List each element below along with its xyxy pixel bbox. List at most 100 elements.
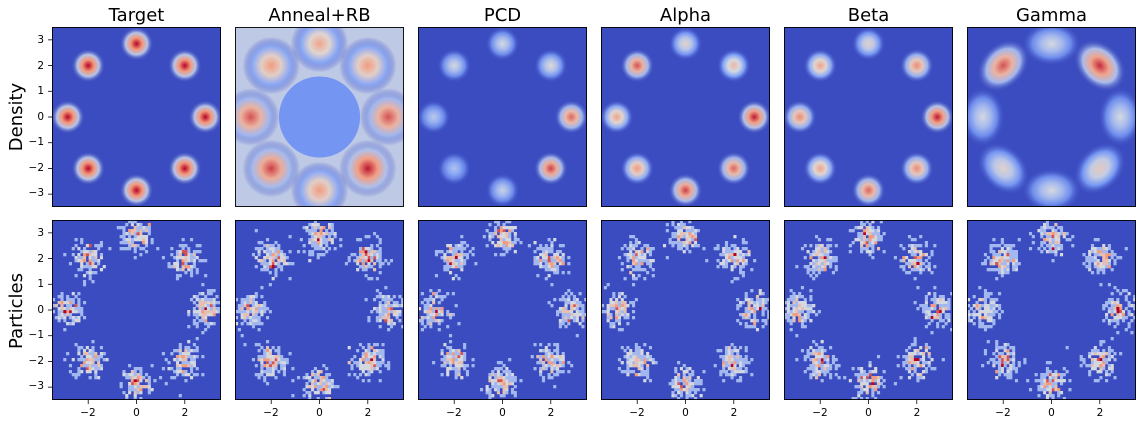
- particle-bin: [395, 316, 399, 320]
- particle-bin: [429, 304, 433, 308]
- particle-bin: [63, 358, 67, 362]
- particle-bin: [88, 253, 92, 257]
- particle-bin: [629, 265, 633, 269]
- particle-bin: [1110, 349, 1114, 353]
- y-tick-label: 0: [37, 111, 44, 123]
- particle-bin: [916, 349, 920, 353]
- particle-bin: [936, 316, 940, 320]
- particle-bin: [494, 253, 498, 257]
- particle-bin: [992, 256, 996, 260]
- particle-bin: [508, 235, 512, 239]
- particle-bin: [629, 301, 633, 305]
- particle-bin: [139, 397, 143, 400]
- particle-bin: [1082, 361, 1086, 365]
- particle-bin: [246, 304, 250, 308]
- particle-bin: [184, 265, 188, 269]
- particle-bin: [63, 253, 67, 257]
- particle-bin: [505, 244, 509, 248]
- particle-bin: [370, 247, 374, 251]
- particle-bin: [995, 370, 999, 374]
- particle-bin: [798, 295, 802, 299]
- particle-bin: [640, 352, 644, 356]
- particle-bin: [277, 355, 281, 359]
- particle-bin: [677, 388, 681, 392]
- particle-bin: [581, 304, 585, 308]
- particle-bin: [1057, 391, 1061, 395]
- particle-bin: [505, 238, 509, 242]
- particle-bin: [71, 301, 75, 305]
- particle-bin: [989, 307, 993, 311]
- particle-bin: [206, 322, 211, 326]
- particle-bin: [130, 385, 134, 389]
- particle-bin: [544, 262, 548, 266]
- particle-bin: [550, 304, 554, 308]
- density-mode: [1021, 168, 1082, 207]
- particle-bin: [972, 304, 976, 308]
- particle-bin: [161, 352, 165, 356]
- particle-bin: [823, 364, 827, 368]
- particle-bin: [319, 370, 323, 374]
- particle-bin: [1003, 244, 1007, 248]
- particle-bin: [206, 298, 211, 302]
- particle-bin: [327, 223, 332, 227]
- particle-bin: [905, 349, 909, 353]
- particle-bin: [1012, 265, 1016, 269]
- particle-bin: [178, 256, 182, 260]
- particle-bin: [451, 352, 455, 356]
- density-mode: [437, 48, 472, 83]
- particle-bin: [820, 367, 824, 371]
- particle-bin: [102, 358, 106, 362]
- particle-bin: [508, 370, 512, 374]
- particle-bin: [97, 376, 101, 380]
- particle-bin: [803, 370, 807, 374]
- particle-bin: [181, 352, 185, 356]
- particle-bin: [119, 235, 123, 239]
- density-mode: [977, 142, 1030, 195]
- particle-bin: [617, 304, 622, 308]
- particle-bin: [190, 367, 194, 371]
- particle-bin: [685, 379, 689, 383]
- density-mode: [485, 27, 520, 61]
- particle-bin: [465, 364, 469, 368]
- particle-bin: [325, 382, 329, 386]
- particle-bin: [1045, 385, 1049, 389]
- particle-bin: [277, 262, 281, 266]
- particle-bin: [139, 379, 143, 383]
- particle-bin: [1124, 247, 1128, 251]
- particle-bin: [539, 370, 543, 374]
- particle-bin: [1023, 358, 1027, 362]
- particle-bin: [674, 376, 678, 380]
- particle-bin: [1059, 244, 1064, 248]
- particle-bin: [550, 247, 554, 251]
- particle-bin: [308, 238, 312, 242]
- particle-bin: [882, 232, 886, 236]
- particle-bin: [1116, 301, 1120, 305]
- particle-bin: [1099, 265, 1103, 269]
- particle-bin: [922, 304, 926, 308]
- particle-bin: [730, 343, 734, 347]
- particle-bin: [550, 244, 554, 248]
- particle-bin: [848, 244, 852, 248]
- particle-bin: [130, 382, 134, 386]
- particle-bin: [913, 268, 917, 272]
- particle-bin: [606, 313, 610, 317]
- particle-bin: [938, 295, 943, 299]
- particle-bin: [643, 358, 647, 362]
- density-mode: [119, 173, 154, 207]
- particle-bin: [812, 367, 816, 371]
- particle-bin: [347, 361, 351, 365]
- particle-bin: [485, 244, 489, 248]
- particle-bin: [398, 304, 402, 308]
- particle-bin: [260, 247, 264, 251]
- particle-bin: [693, 382, 698, 386]
- particle-bin: [260, 373, 264, 377]
- particle-bin: [277, 361, 281, 365]
- particle-bin: [1009, 367, 1013, 371]
- particle-bin: [733, 346, 737, 350]
- particle-bin: [80, 346, 84, 350]
- particle-bin: [271, 367, 275, 371]
- particle-bin: [235, 298, 239, 302]
- particle-bin: [1048, 241, 1052, 245]
- particle-bin: [722, 355, 726, 359]
- particle-bin: [643, 253, 647, 257]
